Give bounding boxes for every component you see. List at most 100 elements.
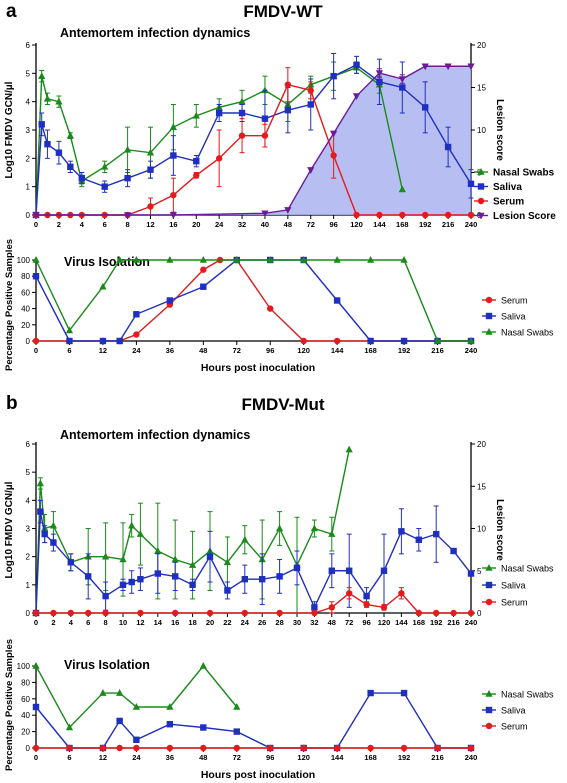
lesion-score-point [284, 207, 292, 214]
subtitle-mut-top: Antemortem infection dynamics [60, 428, 250, 442]
legend-label-nasal-swabs: Nasal Swabs [493, 168, 555, 179]
saliva-point [328, 567, 335, 574]
x-tick-label: 216 [431, 346, 444, 355]
serum-point [66, 744, 73, 752]
saliva-point [85, 573, 92, 580]
serum-point [200, 266, 207, 273]
serum-point [267, 744, 274, 752]
legend-marker-nasal-swabs [485, 690, 493, 697]
ylabel-mut-bottom: Percentage Positive Samples [4, 639, 15, 771]
x-tick-label: 144 [331, 346, 344, 355]
y-tick-label-right: 15 [477, 84, 486, 93]
nasal-swabs-point [233, 256, 241, 263]
nasal-swabs-point [398, 185, 406, 193]
lesion-score-point [444, 63, 452, 71]
x-tick-label: 192 [430, 618, 443, 627]
saliva-point [32, 703, 40, 711]
y-tick-label: 80 [21, 678, 30, 687]
x-tick-label: 32 [310, 618, 318, 627]
y-tick-label: 80 [21, 272, 30, 281]
ylabel-right-wt-top: Lesion score [494, 99, 505, 161]
saliva-point [78, 174, 85, 182]
x-tick-label: 168 [413, 618, 426, 627]
saliva-point [380, 567, 388, 574]
saliva-point [67, 559, 74, 566]
x-tick-label: 24 [132, 346, 141, 355]
legend-label-serum: Serum [501, 598, 528, 608]
nasal-swabs-point [102, 552, 110, 560]
nasal-swabs-point [300, 256, 308, 263]
x-tick-label: 96 [362, 618, 370, 627]
serum-point [215, 155, 223, 162]
nasal-swabs-point [233, 703, 241, 710]
nasal-swabs-point [123, 145, 132, 153]
x-tick-label: 168 [364, 346, 377, 355]
legend-label-saliva: Saliva [493, 182, 522, 193]
lesion-score-area [36, 66, 471, 215]
y-tick-label: 60 [21, 695, 30, 704]
saliva-point [206, 553, 214, 560]
x-tick-label: 8 [125, 220, 129, 229]
legend-marker-serum [485, 296, 493, 304]
x-tick-label: 168 [364, 753, 377, 762]
nasal-swabs-line [35, 664, 238, 729]
y-tick-label: 6 [26, 41, 31, 50]
saliva-point [353, 61, 360, 69]
nasal-swabs-point [49, 521, 57, 529]
nasal-swabs-point [328, 530, 336, 537]
x-tick-label: 8 [104, 618, 108, 627]
nasal-swabs-point [367, 256, 375, 263]
x-tick-label: 18 [188, 618, 196, 627]
xlabel-mut-bottom: Hours post inoculation [201, 769, 315, 781]
nasal-swabs-point [171, 555, 179, 563]
saliva-point [346, 567, 353, 574]
legend-marker-nasal-swabs [485, 328, 493, 335]
serum-line [36, 592, 471, 614]
legend-marker-saliva [485, 312, 493, 320]
serum-point [367, 744, 374, 752]
chart-mut-virus-isolation: 0 20 40 60 80 100 0 6 12 24 36 48 72 96 120 144 168 192 21… [17, 662, 554, 762]
y-tick-label: 100 [17, 256, 31, 265]
saliva-point [200, 283, 207, 290]
x-tick-label: 10 [119, 618, 127, 627]
serum-point [137, 609, 144, 617]
saliva-point [307, 101, 314, 108]
x-tick-label: 24 [132, 753, 141, 762]
y-tick-label: 2 [26, 154, 31, 163]
nasal-swabs-point [154, 547, 162, 554]
subtitle-wt-top: Antemortem infection dynamics [60, 26, 250, 40]
saliva-point [363, 592, 370, 600]
legend-marker-serum [485, 722, 493, 730]
serum-point [32, 609, 40, 617]
saliva-point [166, 297, 174, 304]
serum-point [444, 211, 452, 219]
serum-point [311, 609, 318, 617]
lesion-score-point [32, 212, 40, 219]
saliva-point [433, 530, 440, 538]
x-tick-label: 4 [69, 618, 74, 627]
x-tick-label: 168 [396, 220, 409, 229]
nasal-swabs-point [36, 479, 44, 487]
saliva-point [128, 578, 135, 586]
serum-point [200, 744, 207, 752]
legend-label-nasal-swabs: Nasal Swabs [501, 564, 554, 574]
y-tick-label-right: 10 [477, 126, 486, 135]
x-tick-label: 240 [465, 220, 478, 229]
saliva-point [467, 570, 475, 577]
saliva-point [450, 547, 457, 555]
x-tick-label: 72 [233, 753, 241, 762]
lesion-score-point [307, 167, 315, 174]
x-tick-label: 12 [136, 618, 144, 627]
nasal-swabs-point [32, 662, 40, 669]
x-tick-label: 32 [238, 220, 246, 229]
serum-point [333, 337, 341, 345]
serum-line [36, 259, 471, 342]
x-tick-label: 0 [34, 346, 38, 355]
serum-point [433, 609, 440, 617]
saliva-point [137, 576, 144, 583]
serum-point [267, 305, 274, 312]
y-tick-label: 100 [17, 662, 31, 671]
serum-point [467, 609, 475, 617]
nasal-swabs-point [38, 72, 46, 79]
x-tick-label: 144 [373, 220, 386, 229]
